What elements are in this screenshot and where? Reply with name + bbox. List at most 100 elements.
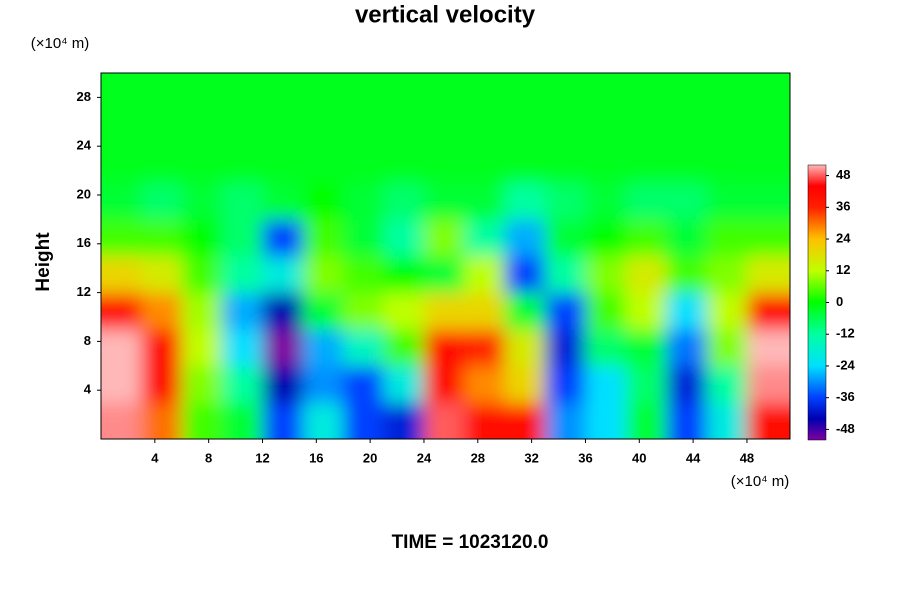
cell (706, 109, 748, 147)
y-tick-label: 28 (77, 89, 91, 104)
cell (383, 256, 425, 294)
chart-title: vertical velocity (355, 1, 536, 28)
cell (666, 402, 708, 439)
cell (141, 146, 183, 184)
cell (504, 402, 546, 439)
cell (383, 182, 425, 220)
x-tick-label: 44 (686, 450, 701, 465)
cell (423, 182, 465, 220)
cell (625, 365, 667, 403)
cell (625, 219, 667, 257)
cell (383, 365, 425, 403)
cell (141, 182, 183, 220)
cell (302, 182, 344, 220)
cell (545, 146, 586, 184)
cell (302, 219, 344, 257)
cell (545, 256, 586, 294)
x-tick-label: 24 (417, 450, 432, 465)
y-tick-label: 4 (84, 382, 92, 397)
cell (746, 256, 790, 294)
cell (101, 219, 142, 257)
cell (343, 182, 385, 220)
cell (302, 109, 344, 147)
cell (625, 402, 667, 439)
cell (262, 109, 304, 147)
cell (262, 182, 304, 220)
cell (666, 73, 708, 111)
cell (101, 329, 142, 367)
cell (222, 365, 263, 403)
x-tick-label: 40 (632, 450, 646, 465)
cell (343, 109, 385, 147)
cell (383, 73, 425, 111)
cell (423, 365, 465, 403)
y-tick-label: 24 (77, 138, 92, 153)
cell (746, 292, 790, 330)
cell (141, 219, 183, 257)
cell (464, 402, 506, 439)
cell (423, 402, 465, 439)
cell (585, 219, 627, 257)
cell (504, 292, 546, 330)
cell (545, 219, 586, 257)
cell (302, 73, 344, 111)
cell (504, 109, 546, 147)
cell (343, 219, 385, 257)
cell (545, 73, 586, 111)
cell (625, 329, 667, 367)
footer: TIME = 1023120.0 (392, 532, 549, 553)
x-tick-label: 12 (255, 450, 269, 465)
cell (585, 73, 627, 111)
cell (181, 109, 223, 147)
cell (302, 256, 344, 294)
cell (625, 182, 667, 220)
cell (504, 256, 546, 294)
cell (423, 146, 465, 184)
cell (423, 329, 465, 367)
cell (302, 402, 344, 439)
cell (545, 292, 586, 330)
cell (343, 329, 385, 367)
cell (464, 292, 506, 330)
cell (181, 292, 223, 330)
cell (383, 329, 425, 367)
cell (706, 219, 748, 257)
cell (706, 402, 748, 439)
cell (666, 109, 708, 147)
cell (181, 402, 223, 439)
x-tick-label: 48 (740, 450, 754, 465)
cell (383, 219, 425, 257)
cell (504, 73, 546, 111)
cell (585, 109, 627, 147)
cell (181, 182, 223, 220)
cell (666, 292, 708, 330)
cell (625, 73, 667, 111)
colorbar-tick-label: 24 (836, 230, 851, 245)
y-unit: (×10⁴ m) (31, 35, 90, 52)
cell (423, 256, 465, 294)
cell (706, 73, 748, 111)
cell (141, 329, 183, 367)
cell (746, 402, 790, 439)
cell (302, 146, 344, 184)
colorbar-tick-label: 48 (836, 167, 850, 182)
field (101, 73, 790, 439)
cell (746, 365, 790, 403)
cell (585, 329, 627, 367)
colorbar (807, 164, 827, 441)
cell (666, 365, 708, 403)
cell (222, 73, 263, 111)
cell (262, 365, 304, 403)
cell (423, 219, 465, 257)
cell (666, 256, 708, 294)
cell (222, 146, 263, 184)
cell (423, 109, 465, 147)
cell (746, 146, 790, 184)
cell (666, 182, 708, 220)
cell (545, 182, 586, 220)
cell (464, 256, 506, 294)
cell (262, 73, 304, 111)
cell (343, 256, 385, 294)
cell (181, 219, 223, 257)
